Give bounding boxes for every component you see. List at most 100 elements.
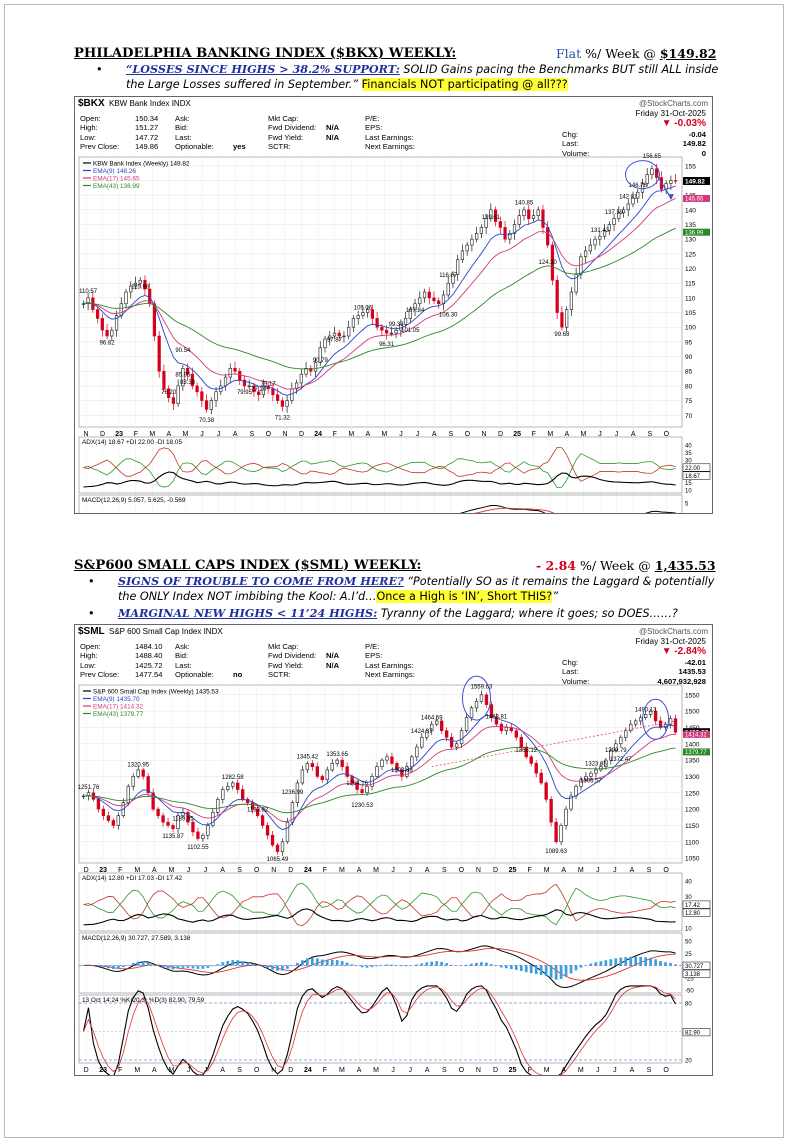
candle xyxy=(119,303,123,316)
x-tick-label: D xyxy=(84,867,89,874)
candle xyxy=(469,707,474,718)
info-key: Open: xyxy=(80,114,101,123)
section1-bullet: • “LOSSES SINCE HIGHS > 38.2% SUPPORT: S… xyxy=(96,62,726,92)
macd-histogram-bar xyxy=(276,965,279,971)
price-annotation: 83.38 xyxy=(180,380,196,386)
price-annotation: 71.32 xyxy=(275,415,291,421)
x-tick-label: A xyxy=(357,1067,362,1074)
candle xyxy=(299,373,303,384)
candle xyxy=(116,815,120,826)
candle xyxy=(415,746,419,758)
x-tick-label: A xyxy=(167,431,172,438)
x-tick-label: D xyxy=(498,431,503,438)
candle xyxy=(432,297,436,302)
candle xyxy=(136,769,140,777)
candle xyxy=(209,400,213,410)
info-key: Open: xyxy=(80,642,101,651)
candle xyxy=(604,759,608,767)
candle xyxy=(674,180,678,182)
x-tick-label: J xyxy=(187,867,191,874)
macd-histogram-bar xyxy=(529,965,533,974)
candle xyxy=(479,227,483,234)
y-tick-label: 90 xyxy=(685,354,693,361)
section1-bullet-head: “LOSSES SINCE HIGHS > 38.2% SUPPORT: xyxy=(126,62,400,76)
candle xyxy=(146,776,150,794)
info-value: N/A xyxy=(326,132,340,142)
macd-histogram-bar xyxy=(480,962,483,966)
info-key: P/E: xyxy=(365,642,380,651)
macd-histogram-bar xyxy=(102,965,105,968)
price-annotation: 110.57 xyxy=(79,289,98,295)
candle xyxy=(186,812,190,823)
candle xyxy=(385,329,389,334)
price-annotation: 90.54 xyxy=(175,348,191,354)
info-key: P/E: xyxy=(365,114,380,123)
adx-tick: 15 xyxy=(685,481,692,487)
section2-bullet1-text: “Potentially SO as it remains the Laggar… xyxy=(118,575,715,603)
candle xyxy=(624,730,628,738)
x-tick-label: N xyxy=(271,867,276,874)
candle xyxy=(479,694,484,702)
x-tick-label: A xyxy=(630,867,635,874)
macd-histogram-bar xyxy=(305,958,309,966)
section1-price: $149.82 xyxy=(659,46,717,61)
legend-entry: EMA(43) 136.99 xyxy=(93,183,140,190)
sto-tick: 80 xyxy=(685,1002,692,1008)
macd-histogram-bar xyxy=(206,965,210,968)
price-annotation: 99.68 xyxy=(554,332,570,338)
macd-histogram-bar xyxy=(296,963,299,966)
x-tick-label: O xyxy=(663,867,669,874)
candle xyxy=(503,227,507,240)
price-annotation: 124.30 xyxy=(539,260,558,266)
candle xyxy=(380,759,384,767)
candle xyxy=(574,274,578,293)
trend-line xyxy=(431,720,676,768)
x-tick-label: S xyxy=(237,867,242,874)
info-key: Last: xyxy=(175,132,192,142)
candle xyxy=(275,844,280,852)
candle xyxy=(579,779,583,787)
price-annotation: 1490.13 xyxy=(635,707,657,713)
candle xyxy=(593,238,597,246)
candle xyxy=(440,720,444,732)
y-tick-label: 110 xyxy=(685,295,696,302)
candle xyxy=(619,736,623,745)
macd-histogram-bar xyxy=(589,963,593,966)
candle xyxy=(176,385,180,404)
x-tick-label: A xyxy=(630,1067,635,1074)
info-key: Bid: xyxy=(175,651,189,661)
candle xyxy=(100,318,104,331)
minus-di-line xyxy=(83,446,676,482)
macd-histogram-bar xyxy=(534,965,538,975)
x-tick-label: A xyxy=(366,431,371,438)
candle xyxy=(335,759,339,764)
price-annotation: 1065.49 xyxy=(267,857,289,863)
ema9-line xyxy=(83,185,676,396)
candle xyxy=(347,326,351,337)
adx-tick: 10 xyxy=(685,489,692,495)
candle xyxy=(594,769,598,774)
candle xyxy=(413,303,417,310)
candle xyxy=(290,388,294,401)
y-tick-label: 1250 xyxy=(685,790,700,797)
x-tick-label: M xyxy=(339,1067,345,1074)
candle xyxy=(186,368,190,375)
candle xyxy=(534,763,538,774)
x-tick-label: D xyxy=(288,1067,293,1074)
info-value: 1484.10 xyxy=(135,642,163,651)
price-annotation: 107.84 xyxy=(406,308,425,314)
section2-unit: %/ Week @ xyxy=(579,558,651,573)
info-key: EPS: xyxy=(365,123,383,133)
sto-panel-border xyxy=(78,994,683,1064)
candle xyxy=(206,825,210,836)
section2-weekly-change: - 2.84 %/ Week @ 1,435.53 xyxy=(536,558,716,573)
candle xyxy=(546,227,550,246)
macd-value-label: 3.138 xyxy=(685,972,701,978)
macd-histogram-bar xyxy=(504,965,508,969)
x-tick-label: J xyxy=(187,1067,191,1074)
macd-histogram-bar xyxy=(554,965,558,980)
price-annotation: 1306.57 xyxy=(580,778,602,784)
price-annotation: 1345.42 xyxy=(297,755,319,761)
info-key: Chg: xyxy=(562,130,579,139)
price-annotation: 90.79 xyxy=(313,358,329,364)
